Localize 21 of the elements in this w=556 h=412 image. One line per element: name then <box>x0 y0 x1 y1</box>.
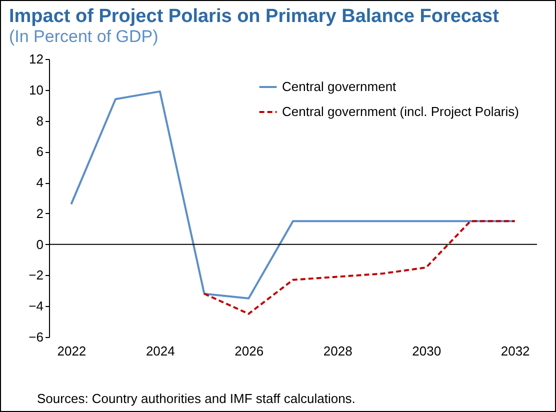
y-tick-label: 12 <box>29 52 44 66</box>
legend-label: Central government <box>282 79 397 94</box>
x-tick-label: 2030 <box>412 344 442 358</box>
y-tick-label: −2 <box>28 268 44 283</box>
y-tick-label: −6 <box>28 330 44 344</box>
chart-subtitle: (In Percent of GDP) <box>9 27 158 46</box>
x-tick-label: 2022 <box>57 344 86 358</box>
legend-label: Central government (incl. Project Polaris) <box>282 104 519 119</box>
x-tick-label: 2026 <box>234 344 264 358</box>
y-tick-label: 4 <box>36 175 44 190</box>
y-tick-label: −4 <box>28 298 44 314</box>
y-tick-label: 8 <box>36 113 44 128</box>
chart-title: Impact of Project Polaris on Primary Balance Forecast <box>9 6 500 27</box>
source-note: Sources: Country authorities and IMF staff calculations. <box>37 391 356 406</box>
y-tick-label: 10 <box>29 82 44 98</box>
x-tick-label: 2032 <box>500 344 530 358</box>
y-tick-label: 0 <box>36 236 44 252</box>
x-tick-label: 2024 <box>146 344 175 358</box>
y-tick-label: 2 <box>36 206 44 221</box>
y-tick-label: 6 <box>36 144 44 160</box>
x-tick-label: 2028 <box>323 344 352 358</box>
